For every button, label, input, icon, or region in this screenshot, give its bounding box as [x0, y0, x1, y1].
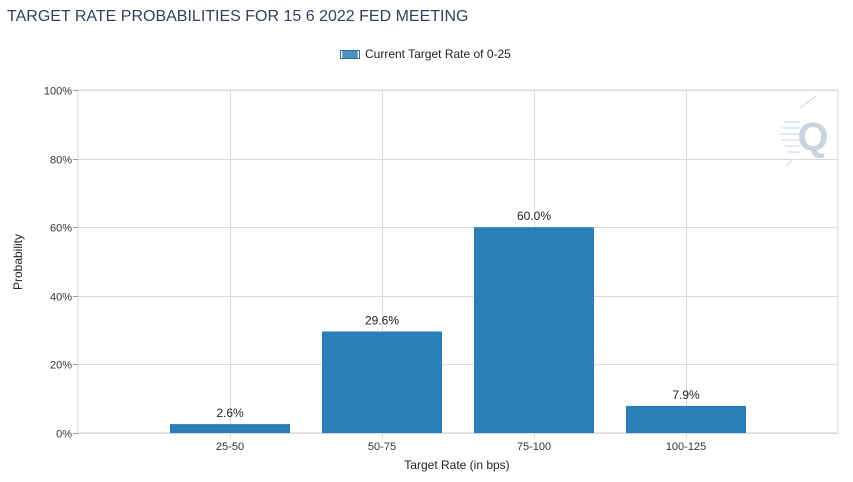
y-tick-label: 100%: [44, 86, 72, 98]
data-label-100-125: 7.9%: [672, 388, 700, 402]
y-tick-label: 0%: [56, 429, 72, 441]
x-tick-label-50-75: 50-75: [368, 441, 396, 453]
bar-75-100: [474, 227, 594, 433]
data-label-50-75: 29.6%: [365, 313, 399, 327]
grid-layer: [77, 89, 839, 438]
bars-layer: [170, 227, 746, 433]
data-label-25-50: 2.6%: [216, 406, 244, 420]
bar-100-125: [626, 405, 746, 433]
y-axis-title: Probability: [11, 234, 25, 290]
y-tick-label: 80%: [50, 155, 72, 167]
legend: Current Target Rate of 0-25: [340, 47, 511, 61]
labels-layer: 2.6% 29.6% 60.0% 7.9%: [216, 209, 700, 420]
legend-swatch: [340, 49, 360, 59]
x-axis-title: Target Rate (in bps): [404, 458, 509, 472]
quikstrike-q-logo-icon: Q: [780, 95, 829, 167]
y-tick-label: 60%: [50, 223, 72, 235]
plot-border: [77, 89, 839, 434]
bar-50-75: [322, 331, 442, 433]
chart-title: TARGET RATE PROBABILITIES FOR 15 6 2022 …: [7, 8, 469, 25]
x-tick-label-25-50: 25-50: [216, 441, 244, 453]
axis-layer: 0% 20% 40% 60% 80% 100% 25-50 50-75 75-100 100-12…: [44, 86, 706, 454]
y-tick-label: 20%: [50, 360, 72, 372]
data-label-75-100: 60.0%: [517, 209, 551, 223]
legend-label: Current Target Rate of 0-25: [365, 47, 511, 61]
bar-25-50: [170, 424, 290, 433]
x-tick-label-75-100: 75-100: [517, 441, 551, 453]
y-tick-label: 40%: [50, 292, 72, 304]
x-tick-label-100-125: 100-125: [666, 441, 706, 453]
svg-text:Q: Q: [797, 115, 828, 159]
